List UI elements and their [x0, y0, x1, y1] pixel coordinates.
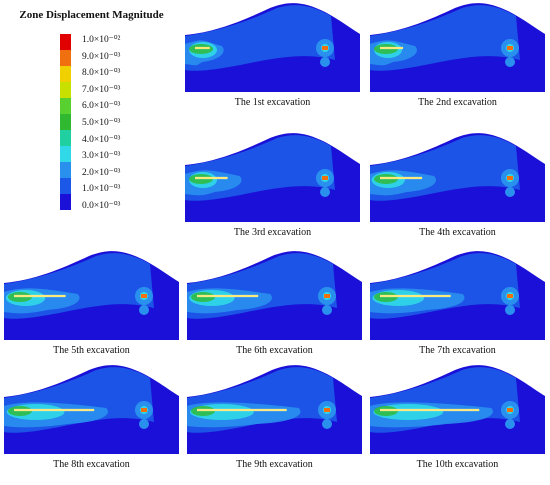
cavern-opening: [322, 46, 328, 50]
legend-swatch: [60, 98, 71, 114]
legend-label: 1.0×10⁻⁰²: [82, 35, 121, 45]
excavation-panel: The 4th excavation: [370, 130, 545, 250]
legend-label: 8.0×10⁻⁰³: [82, 68, 121, 79]
panel-caption: The 7th excavation: [419, 345, 496, 356]
excavation-panel: The 1st excavation: [185, 0, 360, 120]
displacement-contour-map: [185, 133, 360, 222]
panel-caption: The 10th excavation: [416, 459, 499, 470]
legend-label: 7.0×10⁻⁰³: [82, 84, 121, 95]
legend-label: 4.0×10⁻⁰³: [82, 134, 121, 145]
displacement-contour-map: [4, 365, 179, 454]
legend-label: 2.0×10⁻⁰³: [82, 167, 121, 178]
legend-swatch: [60, 114, 71, 130]
panel-caption: The 9th excavation: [236, 459, 313, 470]
excavation-panel: The 8th excavation: [4, 362, 179, 482]
displacement-contour-map: [4, 251, 179, 340]
cavern-opening: [141, 294, 147, 298]
legend-swatch: [60, 66, 71, 82]
displacement-contour-map: [185, 3, 360, 92]
panel-caption: The 2nd excavation: [418, 97, 497, 108]
cavern-opening: [507, 408, 513, 412]
cavern-lower-zone: [505, 419, 515, 429]
legend-label: 9.0×10⁻⁰³: [82, 51, 121, 62]
cavern-lower-zone: [139, 419, 149, 429]
panel-caption: The 8th excavation: [53, 459, 130, 470]
cavern-opening: [322, 176, 328, 180]
excavation-panel: The 10th excavation: [370, 362, 545, 482]
panel-caption: The 3rd excavation: [233, 227, 312, 238]
low-displacement-zone: [185, 5, 335, 71]
panel-caption: The 1st excavation: [234, 97, 311, 108]
legend-swatch: [60, 162, 71, 178]
displacement-contour-map: [370, 365, 545, 454]
legend-swatch: [60, 82, 71, 98]
legend-swatch: [60, 34, 71, 50]
excavation-panel: The 6th excavation: [187, 248, 362, 368]
displacement-contour-map: [187, 251, 362, 340]
cavern-lower-zone: [320, 187, 330, 197]
displacement-contour-map: [187, 365, 362, 454]
legend-swatch: [60, 50, 71, 66]
legend-swatch: [60, 178, 71, 194]
legend-swatch: [60, 146, 71, 162]
panel-caption: The 5th excavation: [53, 345, 130, 356]
excavation-panel: The 2nd excavation: [370, 0, 545, 120]
cavern-opening: [507, 46, 513, 50]
legend-label: 6.0×10⁻⁰³: [82, 101, 121, 112]
legend-color-bar: [60, 34, 71, 210]
panel-caption: The 6th excavation: [236, 345, 313, 356]
cavern-lower-zone: [322, 305, 332, 315]
panel-caption: The 4th excavation: [419, 227, 496, 238]
excavation-panel: The 5th excavation: [4, 248, 179, 368]
legend-swatch: [60, 130, 71, 146]
cavern-opening: [324, 294, 330, 298]
cavern-lower-zone: [505, 187, 515, 197]
excavation-panel: The 9th excavation: [187, 362, 362, 482]
cavern-lower-zone: [505, 305, 515, 315]
excavation-panel: The 7th excavation: [370, 248, 545, 368]
cavern-opening: [507, 294, 513, 298]
cavern-lower-zone: [320, 57, 330, 67]
cavern-lower-zone: [322, 419, 332, 429]
legend-label: 0.0×10⁻⁰³: [82, 201, 121, 211]
cavern-opening: [507, 176, 513, 180]
cavern-opening: [324, 408, 330, 412]
cavern-lower-zone: [505, 57, 515, 67]
cavern-lower-zone: [139, 305, 149, 315]
displacement-contour-map: [370, 3, 545, 92]
legend-title: Zone Displacement Magnitude: [19, 9, 164, 21]
legend-label: 5.0×10⁻⁰³: [82, 118, 121, 128]
excavation-panel: The 3rd excavation: [185, 130, 360, 250]
displacement-contour-map: [370, 251, 545, 340]
cavern-opening: [141, 408, 147, 412]
displacement-contour-map: [370, 133, 545, 222]
legend-label: 3.0×10⁻⁰³: [82, 151, 121, 162]
legend-swatch: [60, 194, 71, 210]
legend-label: 1.0×10⁻⁰³: [82, 184, 121, 195]
